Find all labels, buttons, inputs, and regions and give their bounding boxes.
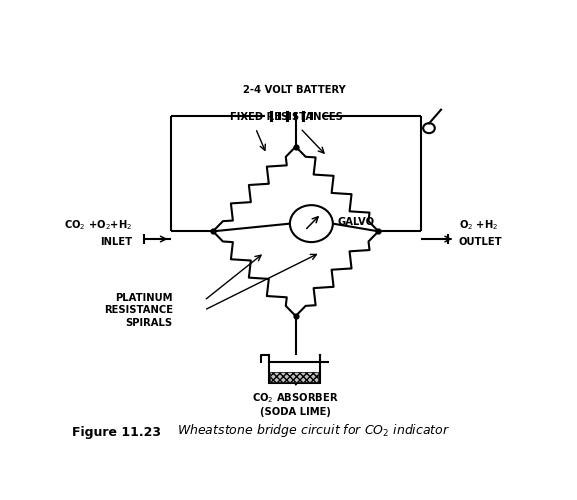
Bar xyxy=(269,362,320,384)
Text: FIXED RESISTANCES: FIXED RESISTANCES xyxy=(230,112,343,122)
Bar xyxy=(271,372,319,382)
Text: INLET: INLET xyxy=(100,238,133,248)
Text: GALVO: GALVO xyxy=(338,216,374,226)
Text: CO$_2$ ABSORBER
(SODA LIME): CO$_2$ ABSORBER (SODA LIME) xyxy=(252,391,339,417)
Text: Wheatstone bridge circuit for CO$_2$ indicator: Wheatstone bridge circuit for CO$_2$ ind… xyxy=(177,422,451,439)
Text: Figure 11.23: Figure 11.23 xyxy=(72,426,161,439)
Text: O$_2$ +H$_2$: O$_2$ +H$_2$ xyxy=(459,218,499,232)
Text: CO$_2$ +O$_2$+H$_2$: CO$_2$ +O$_2$+H$_2$ xyxy=(64,218,133,232)
Text: OUTLET: OUTLET xyxy=(459,238,503,248)
Text: PLATINUM
RESISTANCE
SPIRALS: PLATINUM RESISTANCE SPIRALS xyxy=(104,293,173,328)
Text: 2-4 VOLT BATTERY: 2-4 VOLT BATTERY xyxy=(243,84,346,94)
Circle shape xyxy=(290,205,333,242)
